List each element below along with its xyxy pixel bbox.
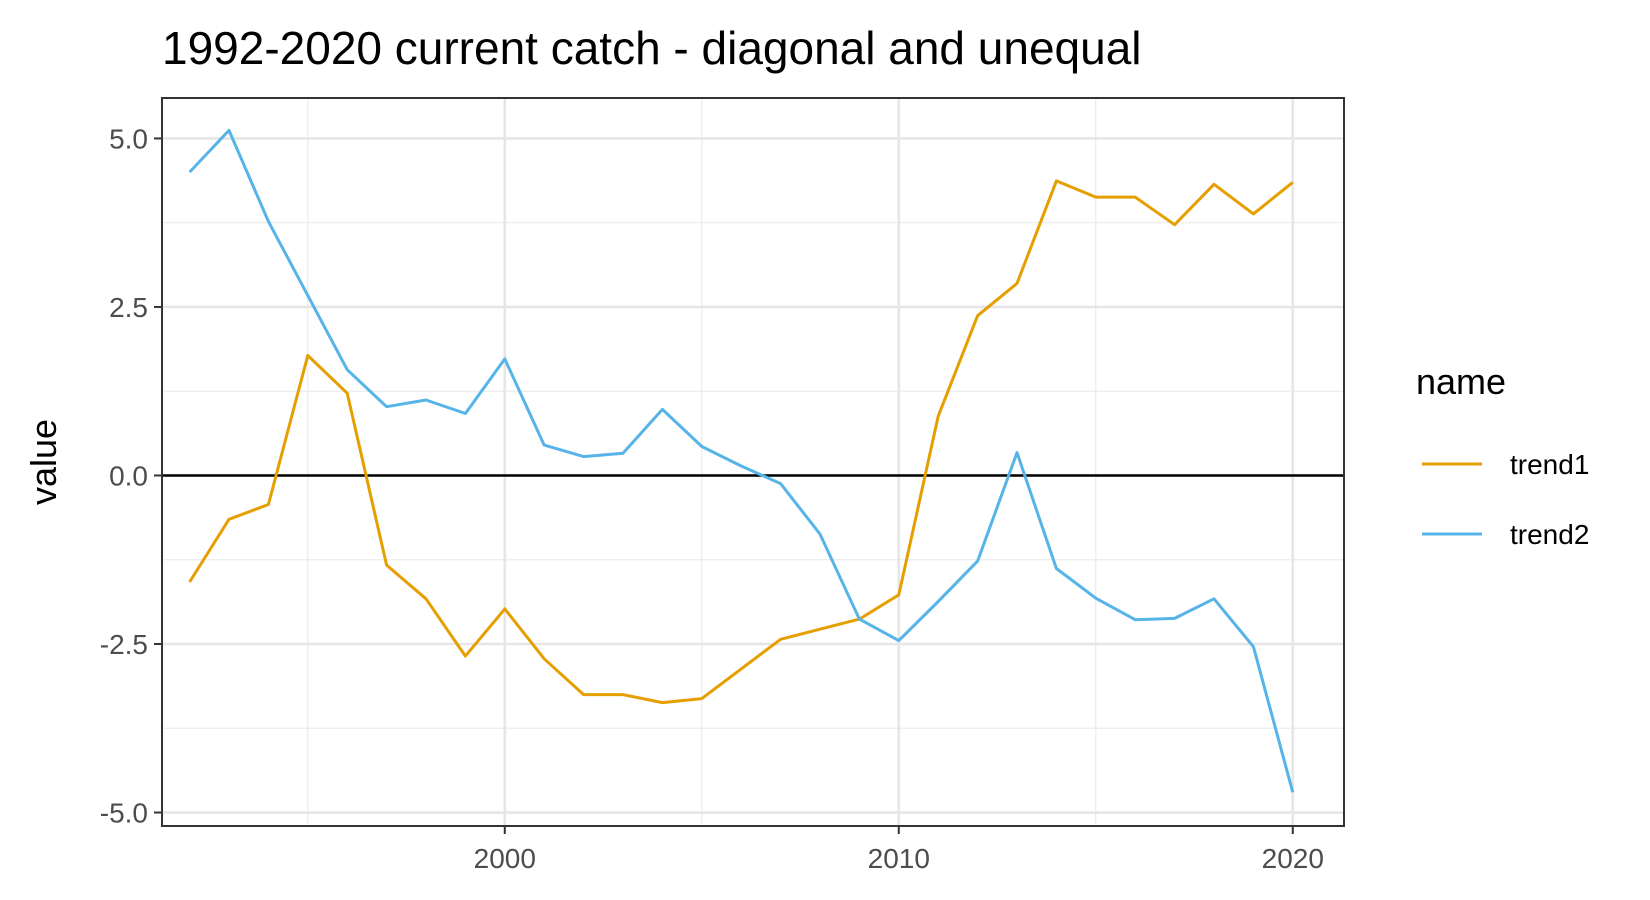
x-tick-label: 2020 <box>1262 843 1324 874</box>
panel-background <box>162 98 1344 826</box>
legend: name trend1 trend2 <box>1416 361 1589 550</box>
series-lines <box>188 128 1295 793</box>
legend-item-trend1: trend1 <box>1422 449 1589 480</box>
x-tick-label: 2010 <box>868 843 930 874</box>
minor-gridlines <box>162 98 1344 826</box>
y-tick-label: 0.0 <box>109 460 148 491</box>
legend-item-trend2: trend2 <box>1422 519 1589 550</box>
y-tick-label: 2.5 <box>109 292 148 323</box>
chart-title: 1992-2020 current catch - diagonal and u… <box>162 22 1142 74</box>
plot-panel <box>161 97 1345 827</box>
series-line-trend1 <box>188 179 1294 705</box>
panel-border <box>161 97 1345 827</box>
y-tick-label: -5.0 <box>100 798 148 829</box>
y-axis-title: value <box>23 419 64 505</box>
y-tick-label: -2.5 <box>100 629 148 660</box>
series-line-trend2 <box>188 128 1295 793</box>
x-axis: 2000 2010 2020 <box>474 826 1324 874</box>
x-tick-label: 2000 <box>474 843 536 874</box>
legend-title: name <box>1416 361 1506 402</box>
legend-label-trend1: trend1 <box>1510 449 1589 480</box>
y-tick-label: 5.0 <box>109 123 148 154</box>
y-axis: 5.0 2.5 0.0 -2.5 -5.0 <box>100 123 162 829</box>
legend-label-trend2: trend2 <box>1510 519 1589 550</box>
